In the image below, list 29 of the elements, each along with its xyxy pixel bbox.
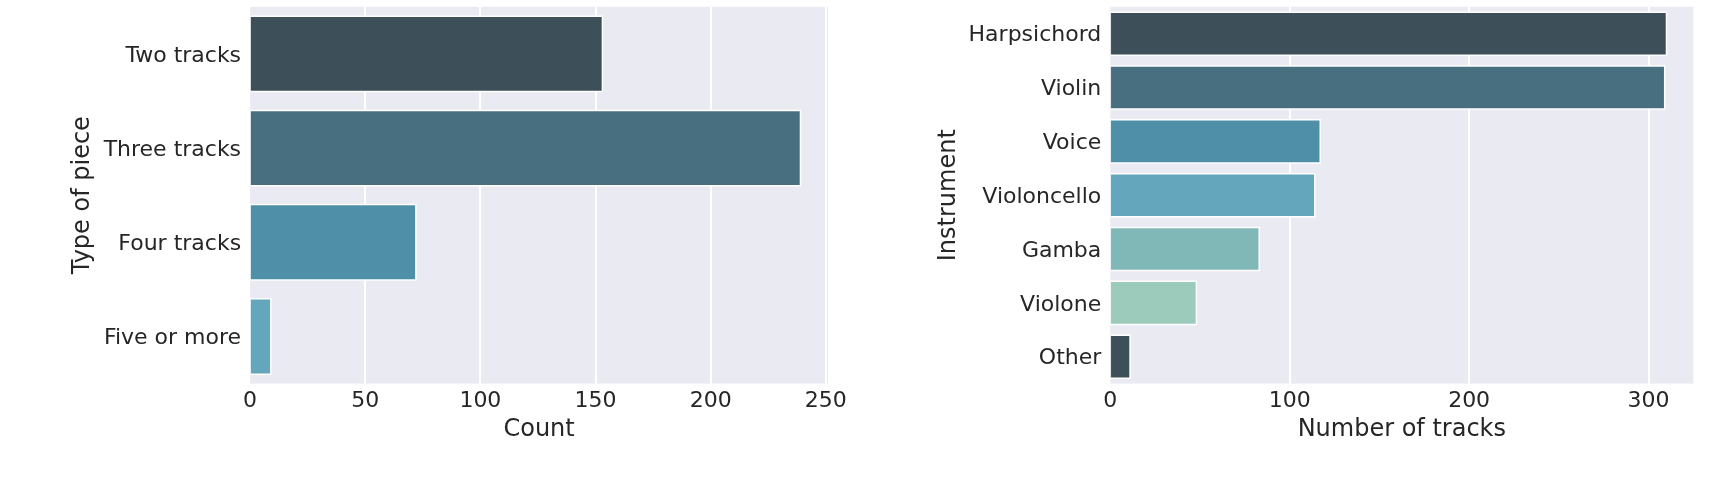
y-tick-label: Four tracks bbox=[118, 230, 242, 255]
x-tick-label: 0 bbox=[1103, 386, 1118, 412]
x-tick-label: 200 bbox=[1448, 386, 1491, 412]
y-axis-title: Type of piece bbox=[66, 116, 95, 276]
x-tick-label: 150 bbox=[574, 386, 617, 412]
x-tick-label: 300 bbox=[1627, 386, 1670, 412]
x-tick-label: 50 bbox=[351, 386, 380, 412]
x-axis-title: Count bbox=[503, 413, 575, 442]
y-tick-label: Harpsichord bbox=[968, 21, 1102, 47]
x-tick-label: 100 bbox=[1268, 386, 1311, 412]
y-tick-label: Violoncello bbox=[982, 182, 1102, 208]
x-tick-label: 0 bbox=[243, 386, 258, 412]
x-tick-label: 200 bbox=[689, 386, 732, 412]
x-tick-label: 100 bbox=[459, 386, 502, 412]
y-tick-label: Three tracks bbox=[102, 135, 242, 161]
bar bbox=[1110, 226, 1260, 272]
y-tick-label: Voice bbox=[1042, 129, 1102, 155]
y-tick-label: Five or more bbox=[103, 324, 242, 350]
y-tick-label: Other bbox=[1038, 344, 1103, 370]
y-tick-label: Violin bbox=[1040, 75, 1102, 101]
bar bbox=[250, 298, 272, 375]
bar bbox=[1110, 280, 1198, 326]
y-tick-label: Gamba bbox=[1021, 236, 1102, 262]
y-axis-title: Instrument bbox=[932, 129, 961, 262]
bar bbox=[1110, 334, 1131, 379]
x-tick-label: 250 bbox=[804, 386, 847, 412]
x-axis-title: Number of tracks bbox=[1297, 413, 1507, 442]
y-tick-label: Two tracks bbox=[124, 41, 242, 67]
y-tick-label: Violone bbox=[1020, 290, 1102, 316]
